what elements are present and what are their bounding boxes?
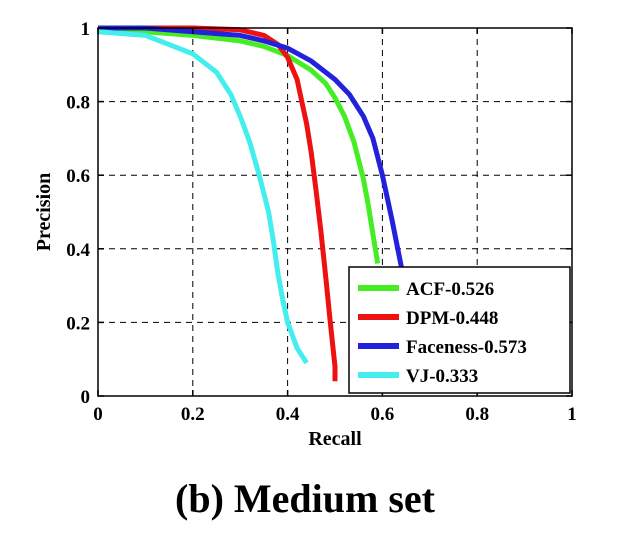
series-lines	[97, 25, 404, 382]
y-axis-label: Precision	[33, 173, 55, 252]
y-tick-label: 0.6	[66, 166, 90, 187]
series-line-0	[97, 27, 381, 264]
x-tick-label: 0.4	[276, 404, 300, 425]
axis-ticks: 0 0.2 0.4 0.6 0.8 1 0 0.2 0.4 0.6 0.8 1	[66, 19, 577, 425]
legend: ACF-0.526 DPM-0.448 Faceness-0.573 VJ-0.333	[348, 266, 571, 394]
series-line-3	[97, 29, 309, 365]
plot-frame	[97, 27, 573, 397]
y-tick-label: 1	[81, 19, 91, 40]
y-tick-label: 0.8	[66, 93, 90, 114]
y-tick-label: 0.2	[66, 313, 90, 334]
x-tick-label: 0.2	[181, 404, 205, 425]
x-tick-label: 1	[567, 404, 577, 425]
series-line-1	[98, 25, 338, 382]
x-tick-label: 0	[93, 404, 103, 425]
figure-caption: (b) Medium set	[175, 476, 436, 521]
legend-label: Faceness-0.573	[406, 337, 527, 358]
legend-label: DPM-0.448	[406, 308, 498, 329]
x-tick-label: 0.6	[371, 404, 395, 425]
x-axis-label: Recall	[308, 428, 362, 450]
series-line-2	[98, 25, 404, 268]
legend-label: VJ-0.333	[406, 366, 478, 387]
x-tick-label: 0.8	[465, 404, 489, 425]
y-tick-label: 0	[81, 387, 91, 408]
y-tick-label: 0.4	[66, 240, 90, 261]
legend-label: ACF-0.526	[406, 279, 494, 300]
